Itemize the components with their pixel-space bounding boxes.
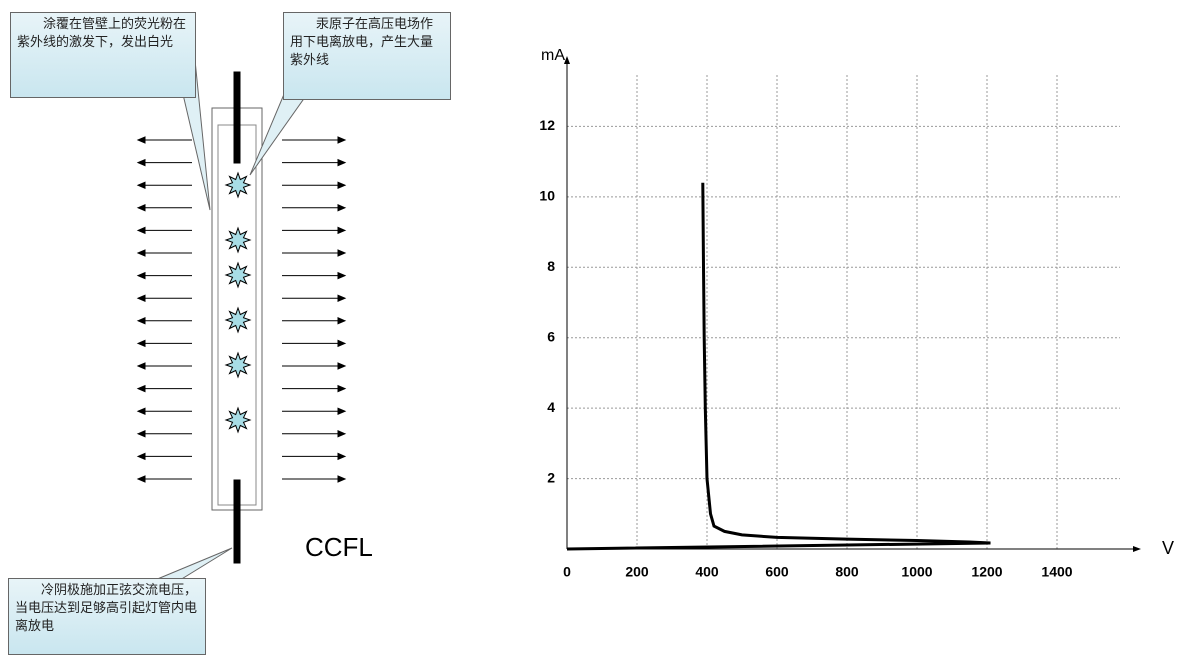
- arrow-head: [337, 475, 347, 483]
- arrow-head: [337, 158, 347, 167]
- x-tick-label: 800: [835, 564, 859, 580]
- x-tick-label: 600: [765, 564, 789, 580]
- x-axis-label: V: [1162, 538, 1174, 558]
- arrow-head: [136, 384, 146, 393]
- arrow-head: [337, 249, 347, 257]
- iv-curve: [566, 182, 991, 551]
- arrow-head: [136, 271, 146, 280]
- arrow-head: [136, 317, 146, 325]
- y-tick-label: 4: [547, 399, 555, 415]
- callout: 冷阴极施加正弦交流电压，当电压达到足够高引起灯管内电离放电: [8, 578, 206, 655]
- callout: 汞原子在高压电场作用下电离放电，产生大量紫外线: [283, 12, 451, 100]
- y-tick-label: 8: [547, 258, 555, 274]
- arrow-head: [136, 158, 146, 167]
- chart: 2 4 6 8 10 12 0 200 400 600 800 1000 1200 1400 VmA: [539, 47, 1174, 579]
- arrow-head: [337, 339, 347, 348]
- arrow-head: [136, 452, 146, 461]
- x-tick-label: 0: [563, 564, 571, 580]
- ccfl-diagram: [136, 59, 347, 581]
- pointer: [154, 547, 233, 581]
- arrow-head: [337, 317, 347, 325]
- x-tick-label: 1400: [1041, 564, 1072, 580]
- callout: 涂覆在管壁上的荧光粉在紫外线的激发下，发出白光: [10, 12, 196, 98]
- ion-spark: [224, 226, 252, 254]
- ion-spark: [224, 406, 252, 434]
- ccfl-label: CCFL: [305, 532, 373, 562]
- electrode: [233, 71, 241, 164]
- arrow-head: [337, 452, 347, 461]
- arrow-head: [337, 407, 347, 415]
- arrow-head: [136, 249, 146, 257]
- arrow-head: [136, 475, 146, 483]
- y-tick-label: 10: [539, 188, 555, 204]
- arrow-head: [136, 362, 146, 370]
- y-axis-label: mA: [541, 47, 565, 64]
- arrow-head: [337, 204, 347, 212]
- ion-spark: [224, 171, 252, 199]
- arrow-head: [136, 430, 146, 438]
- arrow-head: [337, 271, 347, 280]
- arrow-head: [337, 362, 347, 370]
- arrow-head: [337, 136, 347, 144]
- arrow-head: [337, 294, 347, 302]
- x-tick-label: 200: [625, 564, 649, 580]
- electrode: [233, 479, 241, 564]
- y-tick-label: 12: [539, 117, 555, 133]
- arrow-head: [136, 181, 146, 189]
- arrow-head: [337, 430, 347, 438]
- arrow-head: [136, 204, 146, 212]
- arrow-head: [136, 294, 146, 302]
- arrow-head: [337, 226, 347, 235]
- x-tick-label: 1000: [901, 564, 932, 580]
- arrow-head: [136, 339, 146, 348]
- arrow-head: [337, 384, 347, 393]
- y-tick-label: 2: [547, 469, 555, 485]
- arrow-head: [136, 407, 146, 415]
- arrow-head: [337, 181, 347, 189]
- axis-arrow: [1133, 546, 1141, 552]
- x-tick-label: 400: [695, 564, 719, 580]
- arrow-head: [136, 136, 146, 144]
- arrow-head: [136, 226, 146, 235]
- axis-arrow: [564, 56, 570, 64]
- ion-spark: [224, 351, 252, 379]
- ion-spark: [224, 306, 252, 334]
- ion-spark: [224, 261, 252, 289]
- x-tick-label: 1200: [971, 564, 1002, 580]
- y-tick-label: 6: [547, 328, 555, 344]
